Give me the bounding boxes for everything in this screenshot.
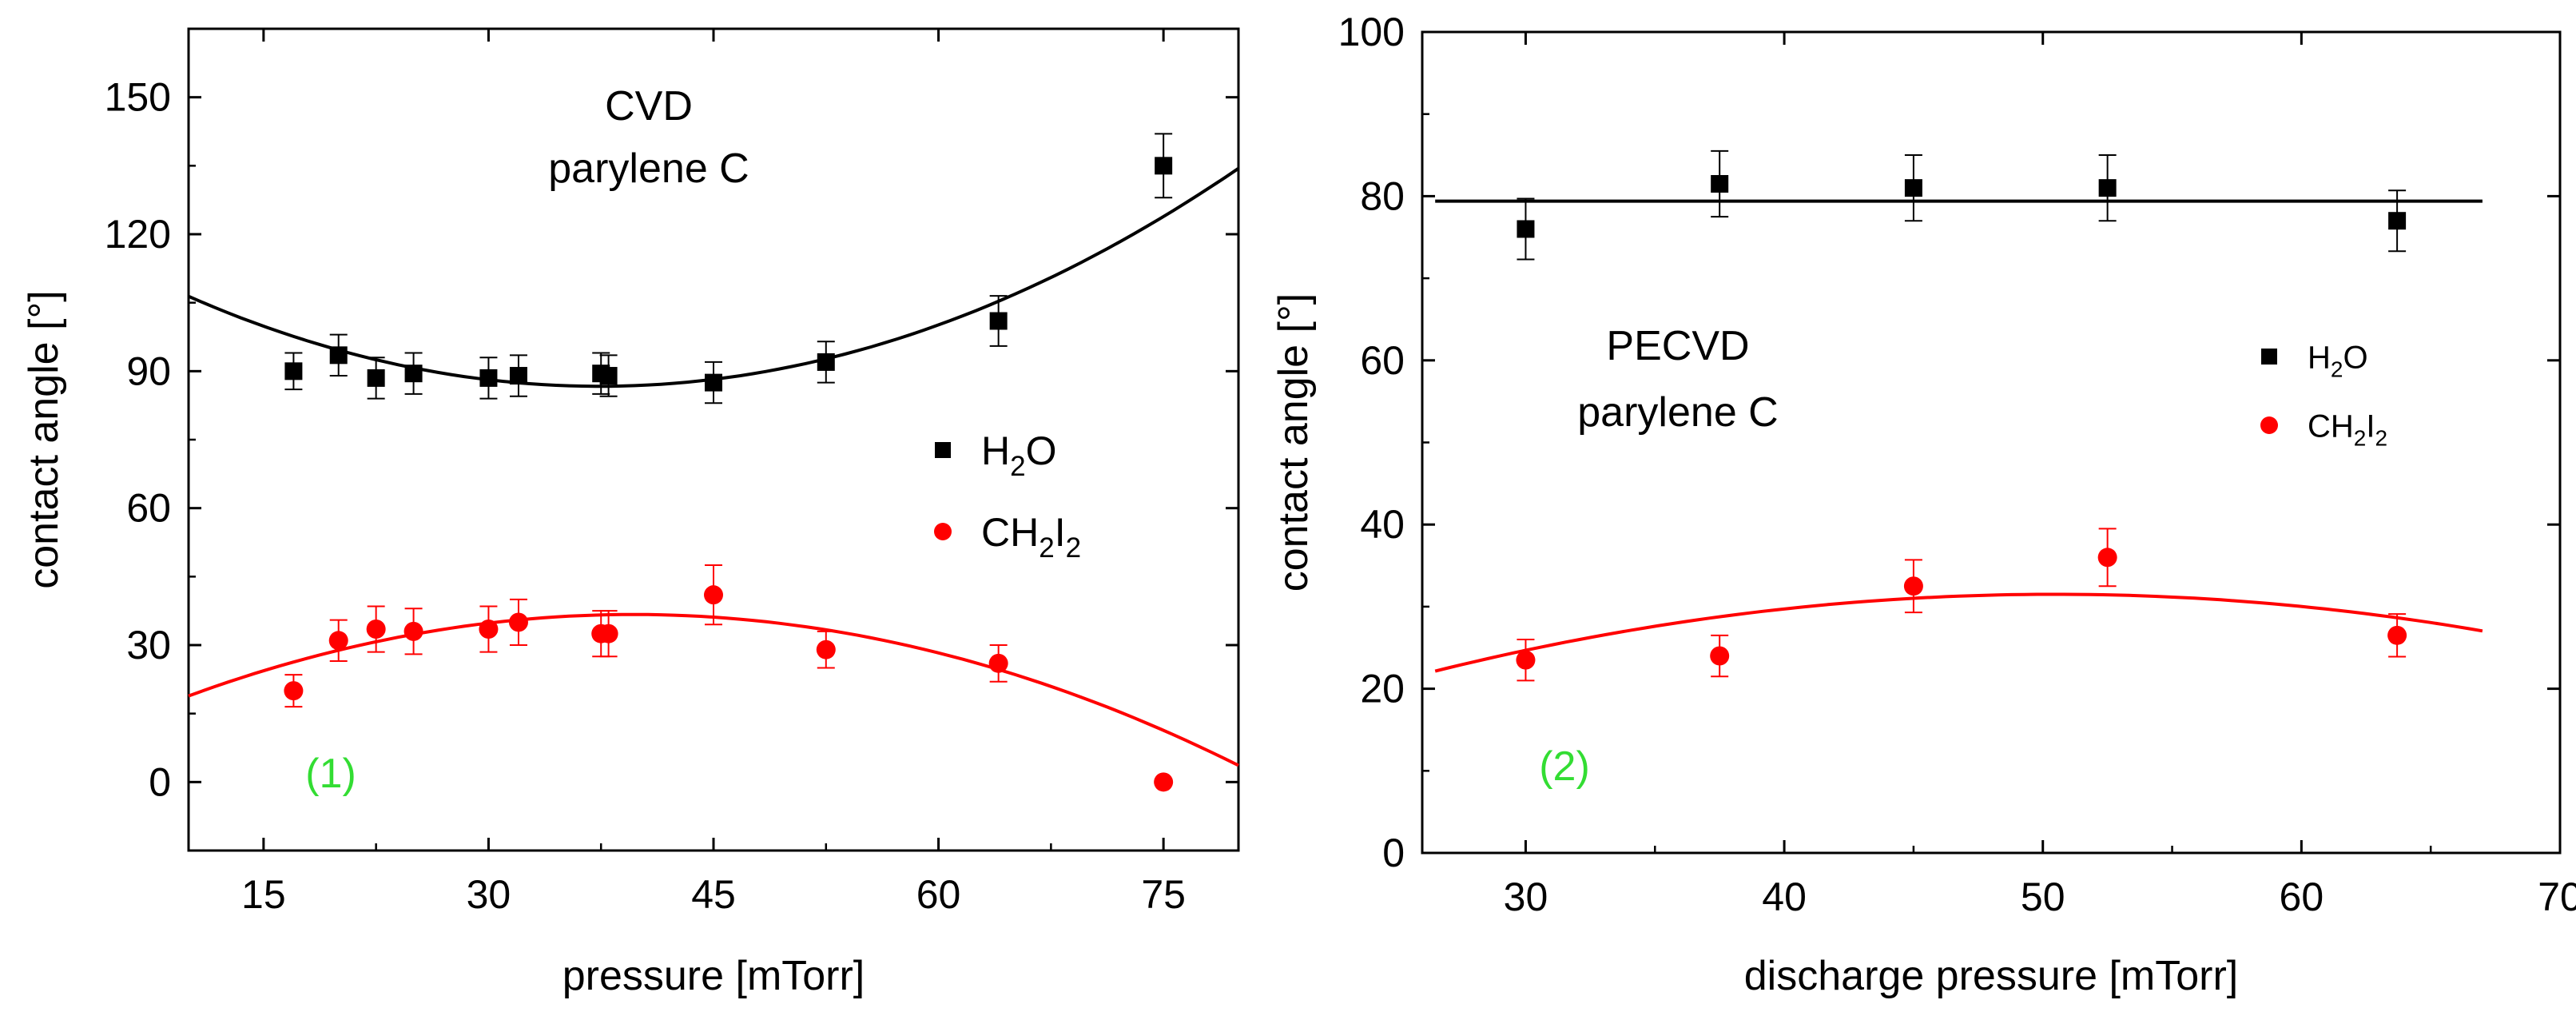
data-point	[1904, 179, 1922, 197]
data-point	[2098, 179, 2117, 197]
data-point	[2097, 548, 2117, 568]
data-point	[598, 624, 618, 643]
data-point	[817, 353, 835, 371]
series-h2o: H2O	[1435, 149, 2483, 382]
panel-label: (1)	[305, 751, 356, 797]
data-point	[1154, 772, 1174, 792]
x-tick-label: 30	[467, 872, 511, 917]
data-point	[479, 369, 498, 387]
data-point	[2387, 625, 2407, 645]
data-point	[1903, 576, 1923, 596]
chart-annotation: PECVD	[1606, 323, 1749, 369]
y-tick-label: 0	[1382, 831, 1405, 875]
data-point	[284, 362, 303, 381]
data-point	[404, 365, 423, 383]
data-point	[599, 367, 618, 385]
series-h2o: H2O	[188, 133, 1240, 482]
legend-marker	[934, 523, 952, 540]
y-axis-label: contact angle [°]	[1270, 293, 1317, 592]
x-axis-label: discharge pressure [mTorr]	[1744, 953, 2238, 999]
y-axis-label: contact angle [°]	[21, 290, 67, 588]
data-point	[704, 585, 723, 605]
legend-marker	[2260, 416, 2278, 434]
x-tick-label: 75	[1141, 872, 1186, 917]
chart-panel-pecvd: 30 40 50 60 70 0 20 40 60 80 100 discharge pressure…	[1270, 10, 2576, 999]
y-tick-label: 150	[105, 75, 171, 120]
y-tick-label: 0	[149, 759, 171, 804]
data-point	[705, 373, 722, 392]
chart-panel-cvd: 15 30 45 60 75 0 30 60 90 120 150 pressure [mTorr] c…	[21, 27, 1240, 999]
y-tick-label: 80	[1360, 173, 1405, 218]
y-tick-label: 20	[1360, 667, 1405, 711]
chart-annotation: CVD	[605, 83, 693, 129]
data-point	[816, 639, 836, 659]
data-point	[1155, 157, 1173, 175]
legend-label: H2O	[981, 428, 1056, 482]
legend-label: CH2I2	[2308, 408, 2387, 450]
x-tick-label: 60	[2280, 875, 2324, 919]
data-point	[508, 612, 528, 632]
data-point	[1710, 646, 1730, 666]
data-point	[509, 367, 527, 385]
data-point	[284, 681, 304, 701]
series-ch2i2: CH2I2	[1434, 408, 2483, 682]
y-tick-label: 60	[1360, 338, 1405, 383]
legend-marker	[2261, 349, 2277, 365]
y-tick-label: 120	[105, 212, 171, 257]
data-point	[988, 653, 1008, 673]
chart-annotation: parylene C	[548, 145, 749, 192]
data-point	[403, 621, 423, 641]
fit-curve	[1434, 592, 2483, 673]
data-point	[366, 620, 386, 639]
series-ch2i2: CH2I2	[188, 510, 1239, 792]
panel-label: (2)	[1539, 743, 1590, 790]
x-tick-label: 60	[916, 872, 961, 917]
x-tick-label: 45	[691, 872, 736, 917]
x-tick-label: 30	[1504, 875, 1548, 919]
y-tick-label: 40	[1360, 502, 1405, 547]
chart-annotation: parylene C	[1577, 389, 1778, 436]
data-point	[1516, 650, 1536, 670]
legend-label: H2O	[2308, 340, 2368, 381]
y-tick-label: 100	[1338, 10, 1405, 54]
legend-marker	[935, 442, 951, 458]
x-tick-label: 15	[241, 872, 286, 917]
data-point	[328, 631, 348, 651]
data-point	[1517, 220, 1535, 238]
y-tick-label: 30	[126, 623, 171, 667]
legend-label: CH2I2	[981, 510, 1081, 564]
y-tick-label: 60	[126, 486, 171, 531]
x-axis-label: pressure [mTorr]	[563, 953, 865, 999]
data-point	[2388, 212, 2407, 230]
data-point	[329, 346, 348, 365]
y-tick-label: 90	[126, 349, 171, 393]
x-tick-label: 50	[2021, 875, 2065, 919]
x-tick-label: 40	[1762, 875, 1807, 919]
data-point	[479, 620, 499, 639]
data-point	[1711, 174, 1729, 193]
data-point	[367, 369, 385, 387]
plot-frame	[1421, 30, 2562, 855]
data-point	[989, 312, 1008, 330]
x-tick-label: 70	[2538, 875, 2576, 919]
